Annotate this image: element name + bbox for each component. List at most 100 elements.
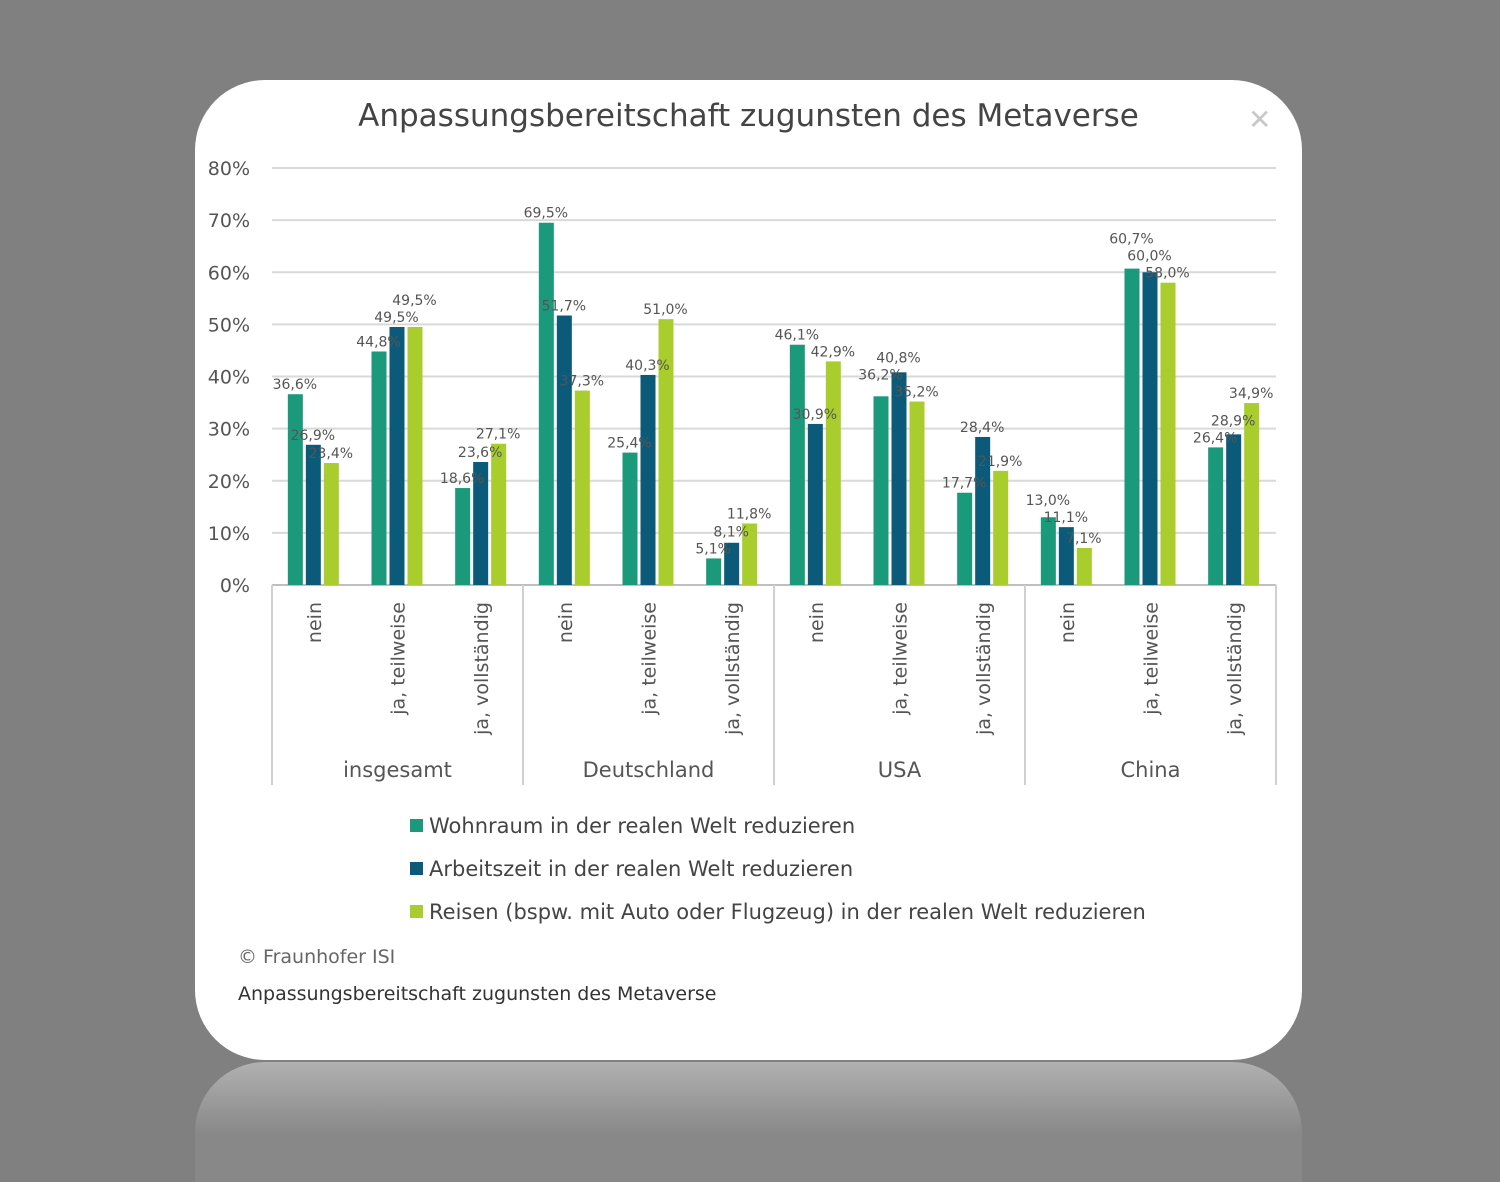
data-label: 26,9% (291, 428, 335, 444)
y-tick-label: 30% (208, 419, 250, 441)
data-label: 51,0% (643, 302, 687, 318)
legend-item: Arbeitszeit in der realen Welt reduziere… (410, 847, 1146, 890)
bar (1244, 403, 1260, 585)
data-label: 42,9% (811, 344, 855, 360)
bar (323, 463, 339, 585)
data-label: 60,7% (1109, 232, 1153, 248)
data-label: 25,4% (607, 436, 651, 452)
bar (640, 374, 656, 585)
bar (1058, 527, 1074, 585)
legend-swatch (410, 819, 423, 832)
legend-label: Reisen (bspw. mit Auto oder Flugzeug) in… (429, 899, 1146, 924)
bar (556, 315, 572, 585)
data-label: 21,9% (978, 454, 1022, 470)
bar (574, 390, 590, 585)
bar (993, 470, 1009, 585)
bar (891, 372, 907, 585)
legend-label: Wohnraum in der realen Welt reduzieren (429, 813, 856, 838)
y-tick-label: 0% (220, 575, 250, 597)
category-label: nein (555, 602, 577, 643)
bar (957, 492, 973, 585)
bar (873, 396, 889, 585)
bar (1076, 547, 1092, 585)
bar (1124, 268, 1140, 585)
category-label: ja, teilweise (890, 602, 912, 716)
data-label: 44,8% (356, 334, 400, 350)
data-label: 35,2% (894, 385, 938, 401)
category-label: nein (1057, 602, 1079, 643)
category-label: ja, vollständig (471, 602, 493, 736)
data-label: 28,4% (960, 420, 1004, 436)
y-tick-label: 80% (208, 158, 250, 180)
bar (1226, 434, 1242, 585)
data-label: 27,1% (476, 427, 520, 443)
bar (807, 423, 823, 585)
legend-label: Arbeitszeit in der realen Welt reduziere… (429, 856, 854, 881)
category-label: nein (304, 602, 326, 643)
bar (1142, 272, 1158, 585)
figure-caption: Anpassungsbereitschaft zugunsten des Met… (238, 983, 717, 1005)
data-label: 60,0% (1127, 249, 1171, 265)
data-label: 23,6% (458, 445, 502, 461)
bar (1160, 282, 1176, 585)
bar (371, 351, 387, 585)
bar (1040, 517, 1056, 585)
bar (1208, 447, 1224, 585)
data-label: 49,5% (374, 310, 418, 326)
chart-title: Anpassungsbereitschaft zugunsten des Met… (358, 98, 1139, 134)
category-label: ja, teilweise (388, 602, 410, 716)
y-tick-label: 70% (208, 210, 250, 232)
bar (658, 319, 674, 585)
legend: Wohnraum in der realen Welt reduzieren A… (410, 804, 1146, 933)
bar (305, 444, 321, 585)
y-tick-label: 50% (208, 314, 250, 336)
bar (455, 488, 471, 585)
bar (909, 401, 925, 585)
bar (538, 222, 554, 585)
group-label: USA (878, 758, 922, 782)
bar (287, 394, 303, 585)
data-label: 46,1% (775, 327, 819, 343)
bar (742, 523, 758, 585)
data-label: 34,9% (1229, 386, 1273, 402)
data-label: 51,7% (542, 299, 586, 315)
bar-chart: 0% 10% 20% 30% 40% 50% 60% 70% 80% insgesamt Deuts… (208, 158, 1277, 785)
bar (724, 542, 740, 585)
close-icon[interactable]: ✕ (1248, 103, 1272, 136)
category-label: ja, teilweise (639, 602, 661, 716)
category-label: ja, vollständig (973, 602, 995, 736)
bar (825, 361, 841, 585)
data-label: 8,1% (713, 524, 749, 540)
data-label: 5,1% (695, 541, 731, 557)
data-label: 11,1% (1044, 510, 1088, 526)
group-label: insgesamt (343, 758, 452, 782)
data-label: 40,3% (625, 358, 669, 374)
category-label: ja, vollständig (722, 602, 744, 736)
data-label: 69,5% (524, 206, 568, 222)
data-label: 49,5% (392, 293, 436, 309)
data-label: 18,6% (440, 471, 484, 487)
group-label: Deutschland (583, 758, 715, 782)
y-tick-label: 10% (208, 523, 250, 545)
legend-swatch (410, 862, 423, 875)
data-label: 7,1% (1066, 531, 1102, 547)
bar (706, 558, 722, 585)
data-label: 28,9% (1211, 413, 1255, 429)
data-label: 11,8% (727, 506, 771, 522)
data-label: 17,7% (942, 476, 986, 492)
category-label: ja, teilweise (1141, 602, 1163, 716)
bar (622, 452, 638, 585)
bar (389, 326, 405, 585)
bar (473, 461, 489, 585)
data-label: 36,2% (858, 368, 902, 384)
data-label: 26,4% (1193, 430, 1237, 446)
category-label: ja, vollständig (1224, 602, 1246, 736)
y-tick-label: 40% (208, 367, 250, 389)
data-label: 37,3% (560, 374, 604, 390)
source-credit: © Fraunhofer ISI (238, 946, 396, 968)
bar (789, 344, 805, 585)
data-label: 30,9% (793, 407, 837, 423)
legend-item: Wohnraum in der realen Welt reduzieren (410, 804, 1146, 847)
data-label: 40,8% (876, 351, 920, 367)
bar (407, 326, 423, 585)
